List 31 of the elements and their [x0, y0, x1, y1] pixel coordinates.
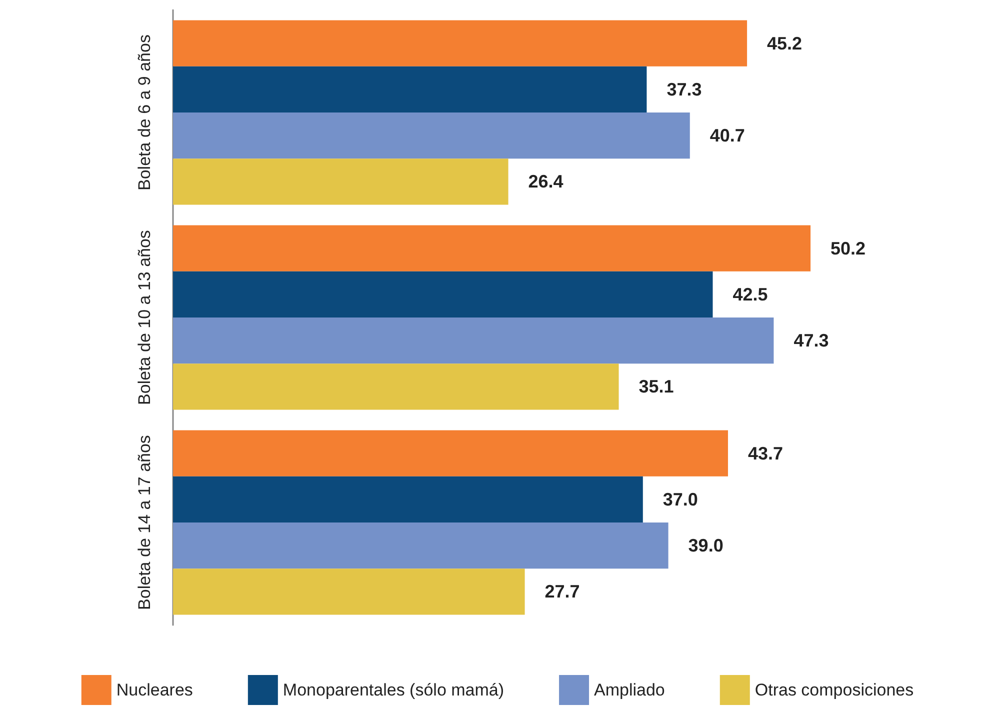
legend-label: Monoparentales (sólo mamá)	[282, 680, 504, 700]
bar	[173, 225, 811, 272]
legend-label: Ampliado	[594, 680, 665, 700]
data-label: 47.3	[794, 330, 829, 351]
data-label: 40.7	[710, 126, 745, 146]
data-label: 42.5	[732, 284, 768, 304]
bar	[173, 430, 728, 476]
bar	[173, 271, 713, 318]
bar	[173, 158, 508, 205]
data-label: 37.0	[662, 489, 698, 510]
legend-label: Nucleares	[116, 680, 193, 700]
data-label: 43.7	[748, 443, 784, 464]
y-tick-label: Boleta de 6 a 9 años	[135, 34, 154, 190]
data-label: 35.1	[638, 376, 674, 397]
y-tick-label: Boleta de 10 a 13 años	[135, 230, 154, 405]
data-label: 27.7	[544, 582, 580, 602]
data-label: 50.2	[830, 238, 866, 258]
bar	[173, 318, 774, 364]
bar	[173, 568, 525, 615]
y-tick-label: Boleta de 14 a 17 años	[135, 435, 154, 610]
bar	[173, 476, 643, 522]
bar	[173, 66, 647, 112]
data-label: 39.0	[688, 536, 724, 556]
data-label: 26.4	[528, 172, 564, 192]
bar	[173, 364, 619, 410]
data-label: 37.3	[666, 79, 702, 100]
bar	[173, 522, 668, 569]
data-label: 45.2	[767, 33, 802, 54]
bar	[173, 20, 748, 66]
bar	[173, 112, 690, 159]
legend-label: Otras composiciones	[754, 680, 914, 700]
